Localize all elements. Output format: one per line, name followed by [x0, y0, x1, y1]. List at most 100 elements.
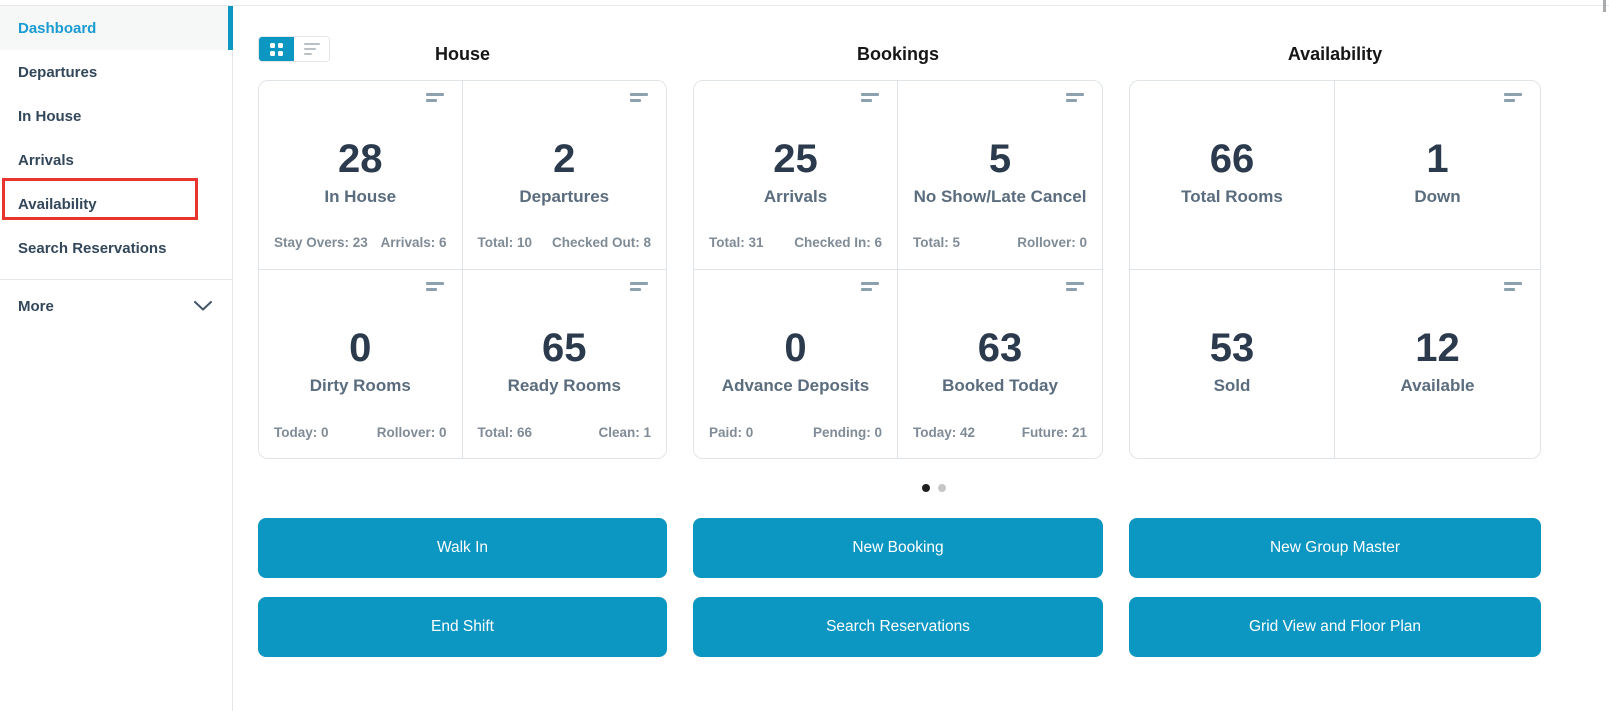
stat-label: Departures — [519, 187, 610, 206]
stat-footer-right: Arrivals: 6 — [380, 235, 447, 250]
stat-footer-left: Total: 5 — [913, 235, 960, 250]
carousel-dot-1[interactable] — [921, 484, 930, 492]
stat-card-groups: 28 In House Stay Overs: 23 Arrivals: 6 2… — [258, 80, 1609, 459]
sidebar-item-search-reservations[interactable]: Search Reservations — [0, 226, 232, 270]
stat-footer-right: Clean: 1 — [598, 425, 651, 440]
sidebar-item-label: Arrivals — [18, 151, 74, 169]
list-view-icon — [303, 43, 320, 55]
filter-icon[interactable] — [630, 93, 648, 102]
stat-footer-left: Today: 0 — [274, 425, 329, 440]
stat-value: 28 — [338, 137, 383, 181]
view-toggle — [258, 36, 330, 62]
stat-footer-right: Rollover: 0 — [1017, 235, 1087, 250]
stat-label: Ready Rooms — [507, 376, 621, 395]
stat-label: Arrivals — [763, 187, 828, 206]
stat-footer-right: Checked Out: 8 — [551, 235, 651, 250]
sidebar-item-in-house[interactable]: In House — [0, 94, 232, 138]
stat-label: Total Rooms — [1181, 187, 1283, 206]
stat-card-dirty-rooms[interactable]: 0 Dirty Rooms Today: 0 Rollover: 0 — [259, 270, 463, 458]
sidebar-item-label: Availability — [18, 195, 97, 213]
stat-footer-left: Paid: 0 — [709, 425, 754, 440]
grid-view-button[interactable] — [259, 37, 294, 61]
stat-value: 5 — [988, 137, 1012, 181]
dashboard-main: House Bookings Availability 28 In House … — [234, 6, 1609, 711]
stat-label: Down — [1414, 187, 1461, 206]
card-group-availability: 66 Total Rooms 1 Down 53 Sold — [1129, 80, 1541, 459]
stat-value: 63 — [977, 326, 1023, 370]
filter-icon[interactable] — [861, 282, 879, 291]
stat-card-in-house[interactable]: 28 In House Stay Overs: 23 Arrivals: 6 — [259, 81, 463, 270]
sidebar-item-departures[interactable]: Departures — [0, 50, 232, 94]
stat-label: Booked Today — [942, 376, 1058, 395]
stat-card-available[interactable]: 12 Available — [1335, 270, 1540, 458]
stat-footer-left: Total: 66 — [477, 425, 533, 440]
stat-card-ready-rooms[interactable]: 65 Ready Rooms Total: 66 Clean: 1 — [462, 270, 666, 458]
stat-value: 0 — [784, 326, 807, 370]
scrollbar-thumb[interactable] — [1603, 0, 1606, 12]
stat-footer-right: Pending: 0 — [812, 425, 882, 440]
sidebar-item-label: Dashboard — [18, 19, 97, 37]
sidebar-item-dashboard[interactable]: Dashboard — [0, 6, 233, 50]
stat-card-departures[interactable]: 2 Departures Total: 10 Checked Out: 8 — [462, 81, 666, 270]
filter-icon[interactable] — [1066, 282, 1084, 291]
section-headers: House Bookings Availability — [258, 36, 1609, 80]
filter-icon[interactable] — [630, 282, 648, 291]
end-shift-button[interactable]: End Shift — [258, 597, 667, 657]
stat-card-arrivals[interactable]: 25 Arrivals Total: 31 Checked In: 6 — [694, 81, 898, 270]
stat-footer-right: Checked In: 6 — [794, 235, 882, 250]
stat-value: 2 — [553, 137, 576, 181]
stat-label: Sold — [1213, 376, 1251, 395]
carousel-dots — [258, 484, 1609, 492]
stat-label: Available — [1400, 376, 1475, 395]
stat-footer-right: Rollover: 0 — [376, 425, 447, 440]
stat-footer-left: Total: 10 — [477, 235, 533, 250]
stat-card-down[interactable]: 1 Down — [1335, 81, 1540, 270]
filter-icon[interactable] — [1504, 93, 1522, 102]
card-group-house: 28 In House Stay Overs: 23 Arrivals: 6 2… — [258, 80, 667, 459]
stat-card-no-show-late-cancel[interactable]: 5 No Show/Late Cancel Total: 5 Rollover:… — [898, 81, 1102, 270]
sidebar-item-more[interactable]: More — [0, 284, 232, 328]
carousel-dot-2[interactable] — [937, 484, 946, 492]
top-divider — [0, 5, 1609, 6]
new-group-master-button[interactable]: New Group Master — [1129, 518, 1541, 578]
stat-label: Advance Deposits — [721, 376, 870, 395]
list-view-button[interactable] — [294, 37, 329, 61]
stat-label: In House — [324, 187, 397, 206]
filter-icon[interactable] — [1066, 93, 1084, 102]
stat-footer-right: Future: 21 — [1021, 425, 1087, 440]
stat-footer-left: Total: 31 — [709, 235, 764, 250]
stat-value: 1 — [1426, 137, 1449, 181]
stat-footer-left: Today: 42 — [913, 425, 976, 440]
stat-value: 0 — [349, 326, 372, 370]
grid-view-floor-plan-button[interactable]: Grid View and Floor Plan — [1129, 597, 1541, 657]
filter-icon[interactable] — [861, 93, 879, 102]
filter-icon[interactable] — [1504, 282, 1522, 291]
new-booking-button[interactable]: New Booking — [693, 518, 1103, 578]
stat-card-booked-today[interactable]: 63 Booked Today Today: 42 Future: 21 — [898, 270, 1102, 458]
stat-card-total-rooms[interactable]: 66 Total Rooms — [1130, 81, 1335, 270]
quick-actions: Walk In New Booking New Group Master End… — [258, 518, 1609, 657]
stat-value: 65 — [542, 326, 587, 370]
sidebar-item-label: In House — [18, 107, 82, 125]
sidebar-item-arrivals[interactable]: Arrivals — [0, 138, 232, 182]
sidebar-divider — [0, 279, 232, 280]
sidebar-item-label: More — [18, 297, 54, 315]
stat-label: Dirty Rooms — [309, 376, 411, 395]
section-title-availability: Availability — [1287, 44, 1383, 64]
stat-label: No Show/Late Cancel — [913, 187, 1087, 206]
card-group-bookings: 25 Arrivals Total: 31 Checked In: 6 5 No… — [693, 80, 1103, 459]
stat-value: 25 — [773, 137, 818, 181]
sidebar-item-label: Search Reservations — [18, 239, 167, 257]
section-title-house: House — [434, 44, 490, 64]
stat-card-sold[interactable]: 53 Sold — [1130, 270, 1335, 458]
section-title-bookings: Bookings — [856, 44, 939, 64]
walk-in-button[interactable]: Walk In — [258, 518, 667, 578]
sidebar-item-availability[interactable]: Availability — [0, 182, 232, 226]
stat-card-advance-deposits[interactable]: 0 Advance Deposits Paid: 0 Pending: 0 — [694, 270, 898, 458]
filter-icon[interactable] — [425, 93, 444, 102]
search-reservations-button[interactable]: Search Reservations — [693, 597, 1103, 657]
sidebar-item-label: Departures — [18, 63, 98, 81]
filter-icon[interactable] — [425, 282, 444, 291]
sidebar: Dashboard Departures In House Arrivals A… — [0, 6, 233, 711]
